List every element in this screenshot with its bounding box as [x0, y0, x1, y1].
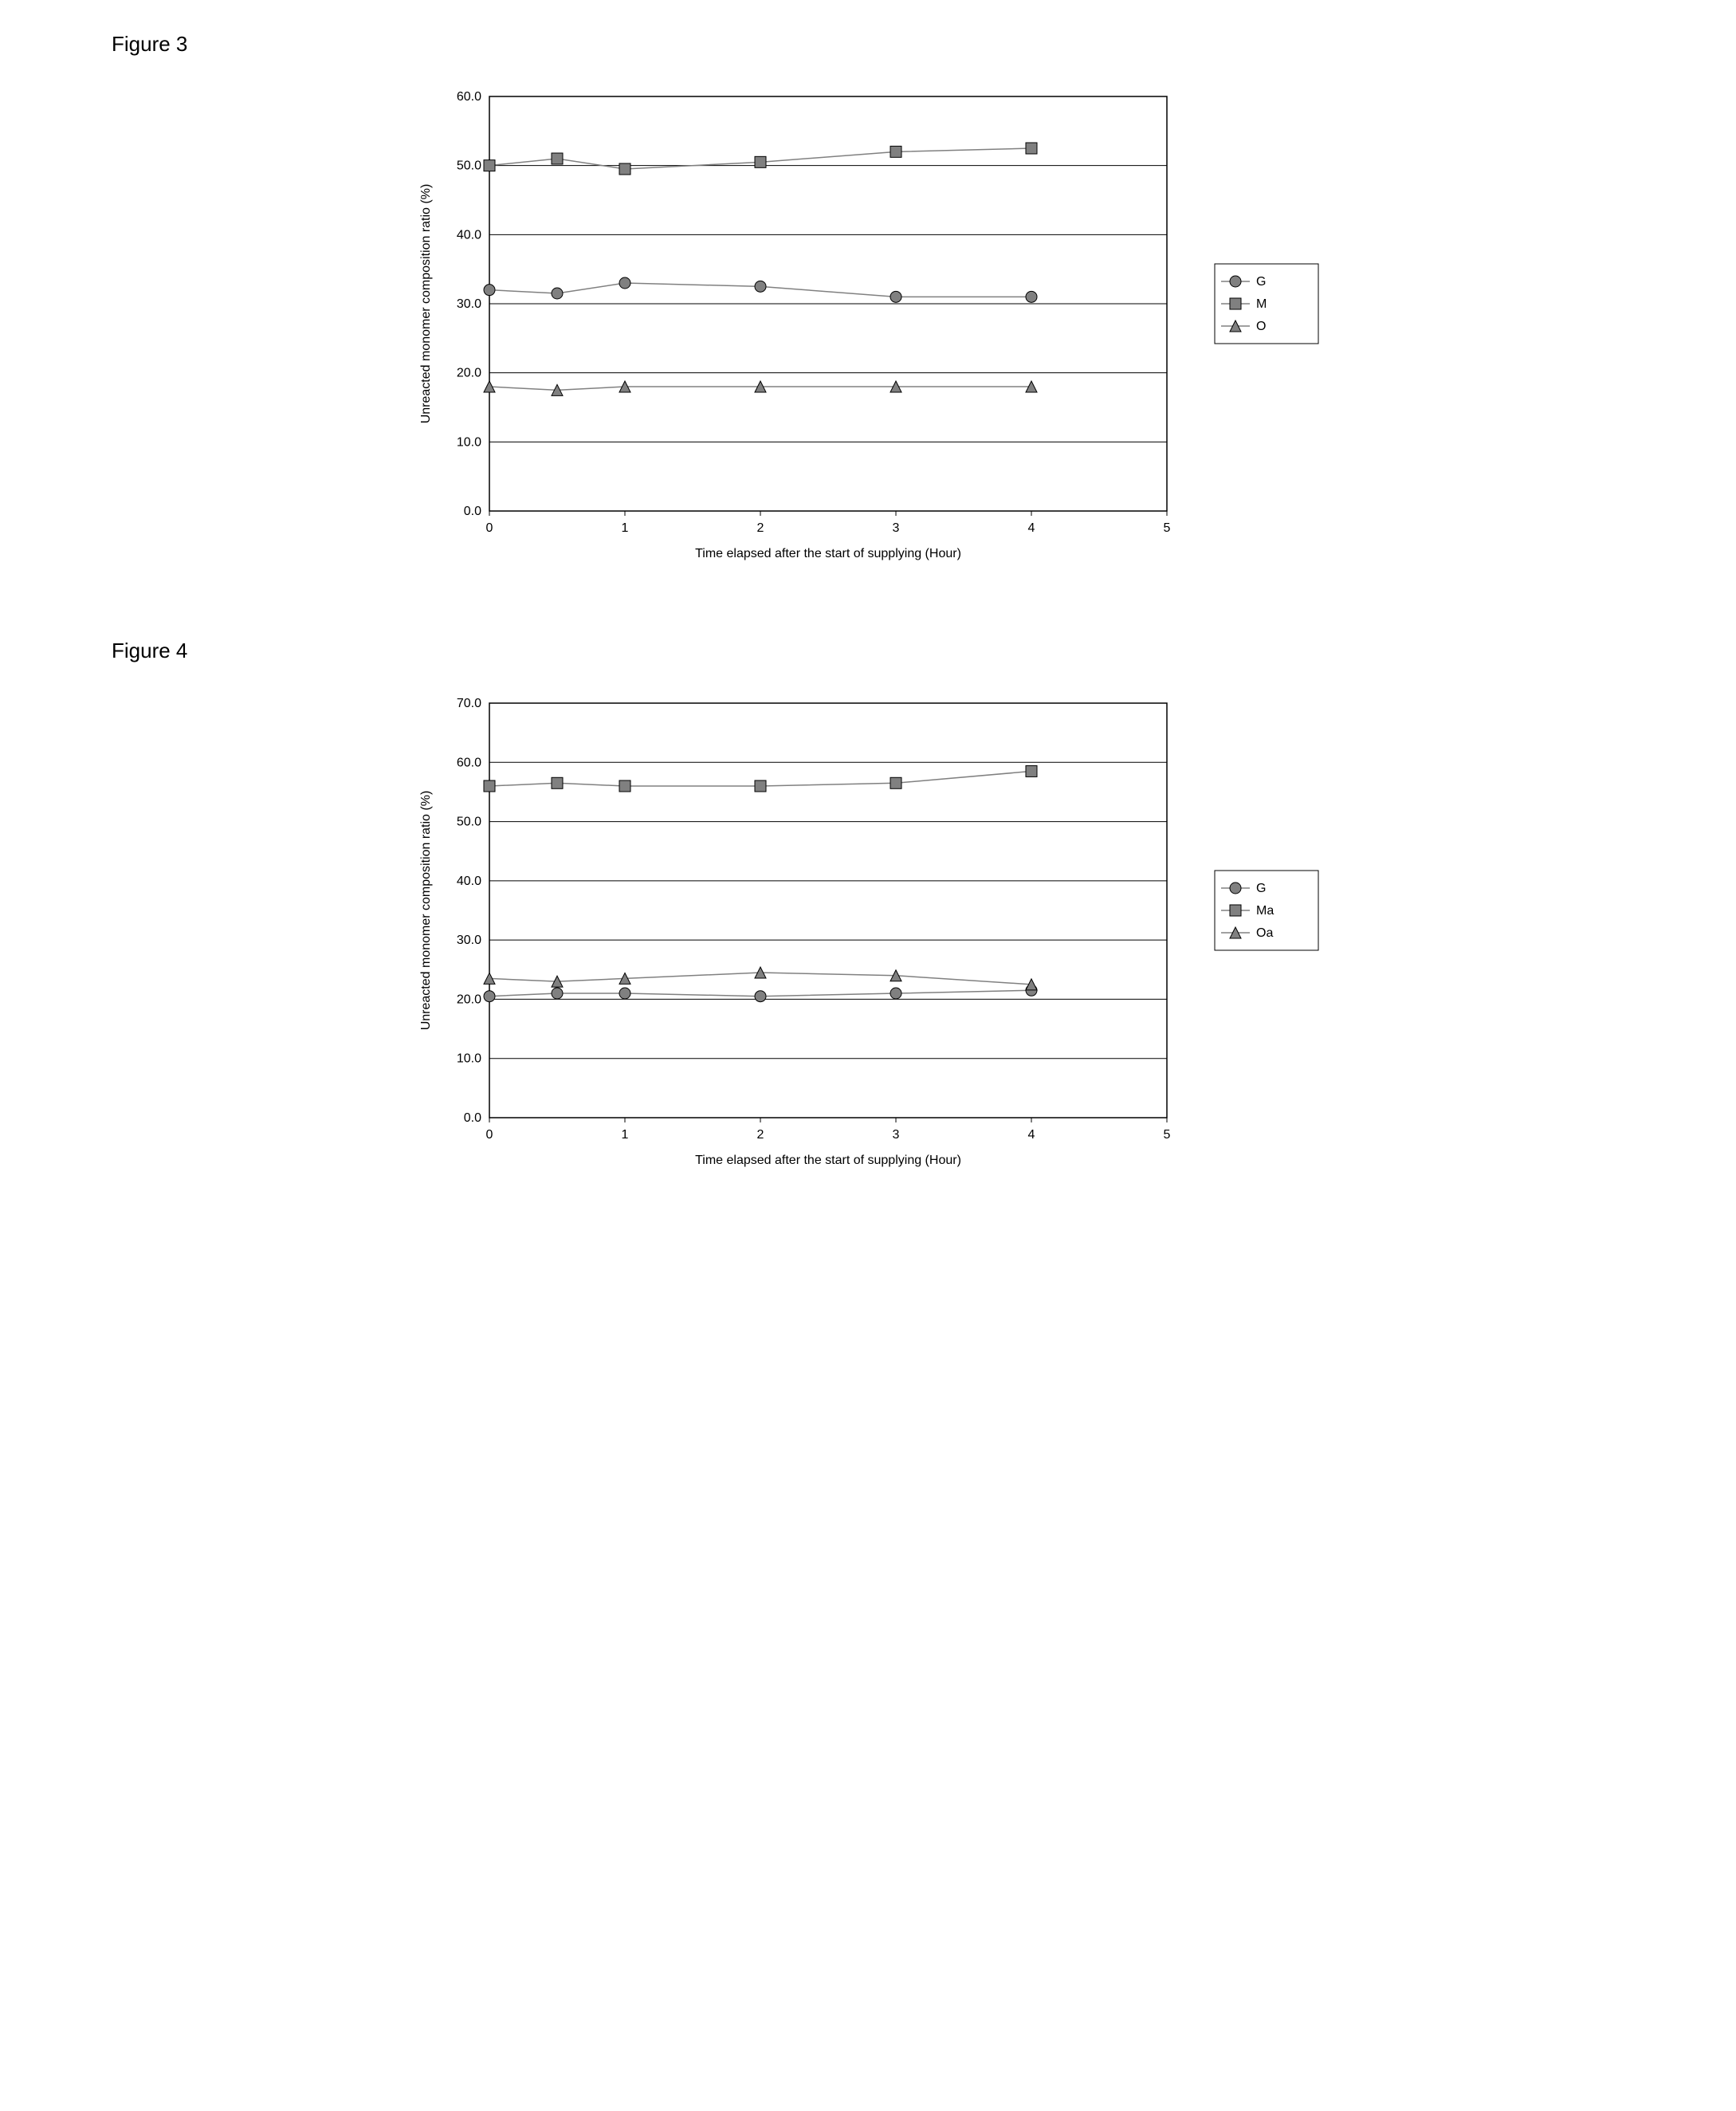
series-marker-G	[1026, 291, 1037, 302]
legend-label: G	[1256, 275, 1266, 289]
y-axis-label: Unreacted monomer composition ratio (%)	[419, 791, 433, 1031]
series-marker-G	[890, 988, 901, 999]
y-tick-label: 0.0	[464, 505, 481, 518]
chart-wrap: 0.0 10.0 20.0 30.0 40.0 50.0 60.0 70.0 0 1 2 3 4 5 Tim…	[48, 687, 1688, 1181]
series-marker-M	[552, 153, 563, 164]
chart: 0.0 10.0 20.0 30.0 40.0 50.0 60.0 70.0 0 1 2 3 4 5 Tim…	[410, 687, 1326, 1181]
x-tick-label: 3	[893, 1128, 900, 1142]
x-tick-label: 1	[622, 521, 629, 535]
y-tick-label: 50.0	[457, 816, 481, 829]
figure-block: Figure 3 0.0 10.0 20.0 30.0 40.0 50.0 60.0 0 1 2 3 4…	[48, 32, 1688, 575]
series-marker-G	[619, 988, 630, 999]
series-marker-Ma	[619, 780, 630, 792]
y-tick-label: 40.0	[457, 228, 481, 242]
legend-marker-G	[1230, 883, 1241, 894]
series-marker-M	[890, 146, 901, 157]
x-axis-label: Time elapsed after the start of supplyin…	[695, 1154, 961, 1167]
chart-wrap: 0.0 10.0 20.0 30.0 40.0 50.0 60.0 0 1 2 3 4 5 Time el…	[48, 81, 1688, 575]
legend-label: Ma	[1256, 904, 1274, 918]
legend-marker-M	[1230, 298, 1241, 309]
x-axis-label: Time elapsed after the start of supplyin…	[695, 547, 961, 560]
y-tick-label: 10.0	[457, 1052, 481, 1066]
series-marker-G	[552, 288, 563, 299]
x-tick-label: 4	[1028, 1128, 1035, 1142]
legend-label: O	[1256, 320, 1266, 333]
plot-area	[489, 703, 1167, 1118]
y-tick-label: 50.0	[457, 159, 481, 173]
legend-label: G	[1256, 882, 1266, 895]
chart: 0.0 10.0 20.0 30.0 40.0 50.0 60.0 0 1 2 3 4 5 Time el…	[410, 81, 1326, 575]
x-tick-label: 5	[1164, 1128, 1171, 1142]
y-tick-label: 70.0	[457, 697, 481, 710]
figure-title: Figure 4	[112, 639, 1688, 663]
legend-label: M	[1256, 297, 1267, 311]
x-tick-label: 0	[486, 1128, 493, 1142]
series-marker-G	[890, 291, 901, 302]
y-tick-label: 30.0	[457, 934, 481, 947]
series-marker-G	[552, 988, 563, 999]
x-tick-label: 0	[486, 521, 493, 535]
y-axis-label: Unreacted monomer composition ratio (%)	[419, 184, 433, 424]
y-tick-label: 60.0	[457, 90, 481, 104]
x-tick-label: 5	[1164, 521, 1171, 535]
series-marker-M	[1026, 143, 1037, 154]
x-tick-label: 2	[757, 1128, 764, 1142]
figure-title: Figure 3	[112, 32, 1688, 57]
legend-marker-Ma	[1230, 905, 1241, 916]
series-marker-Ma	[484, 780, 495, 792]
figure-block: Figure 40.010.020.030.040.050.060.070.00…	[48, 639, 1688, 1181]
series-marker-Ma	[1026, 765, 1037, 776]
series-marker-G	[755, 991, 766, 1002]
series-marker-Ma	[890, 777, 901, 788]
y-tick-label: 60.0	[457, 756, 481, 769]
legend-marker-G	[1230, 276, 1241, 287]
x-tick-label: 1	[622, 1128, 629, 1142]
series-marker-Ma	[755, 780, 766, 792]
y-tick-label: 10.0	[457, 435, 481, 449]
series-marker-Ma	[552, 777, 563, 788]
y-tick-label: 20.0	[457, 993, 481, 1006]
y-tick-label: 20.0	[457, 367, 481, 380]
x-tick-label: 3	[893, 521, 900, 535]
x-tick-label: 2	[757, 521, 764, 535]
x-tick-label: 4	[1028, 521, 1035, 535]
series-marker-M	[619, 163, 630, 175]
series-marker-M	[755, 156, 766, 167]
series-marker-M	[484, 160, 495, 171]
series-marker-G	[484, 991, 495, 1002]
legend-label: Oa	[1256, 926, 1273, 940]
series-marker-G	[619, 277, 630, 289]
y-tick-label: 0.0	[464, 1111, 481, 1125]
series-marker-G	[755, 281, 766, 292]
y-tick-label: 30.0	[457, 297, 481, 311]
y-tick-label: 40.0	[457, 875, 481, 888]
series-marker-G	[484, 285, 495, 296]
